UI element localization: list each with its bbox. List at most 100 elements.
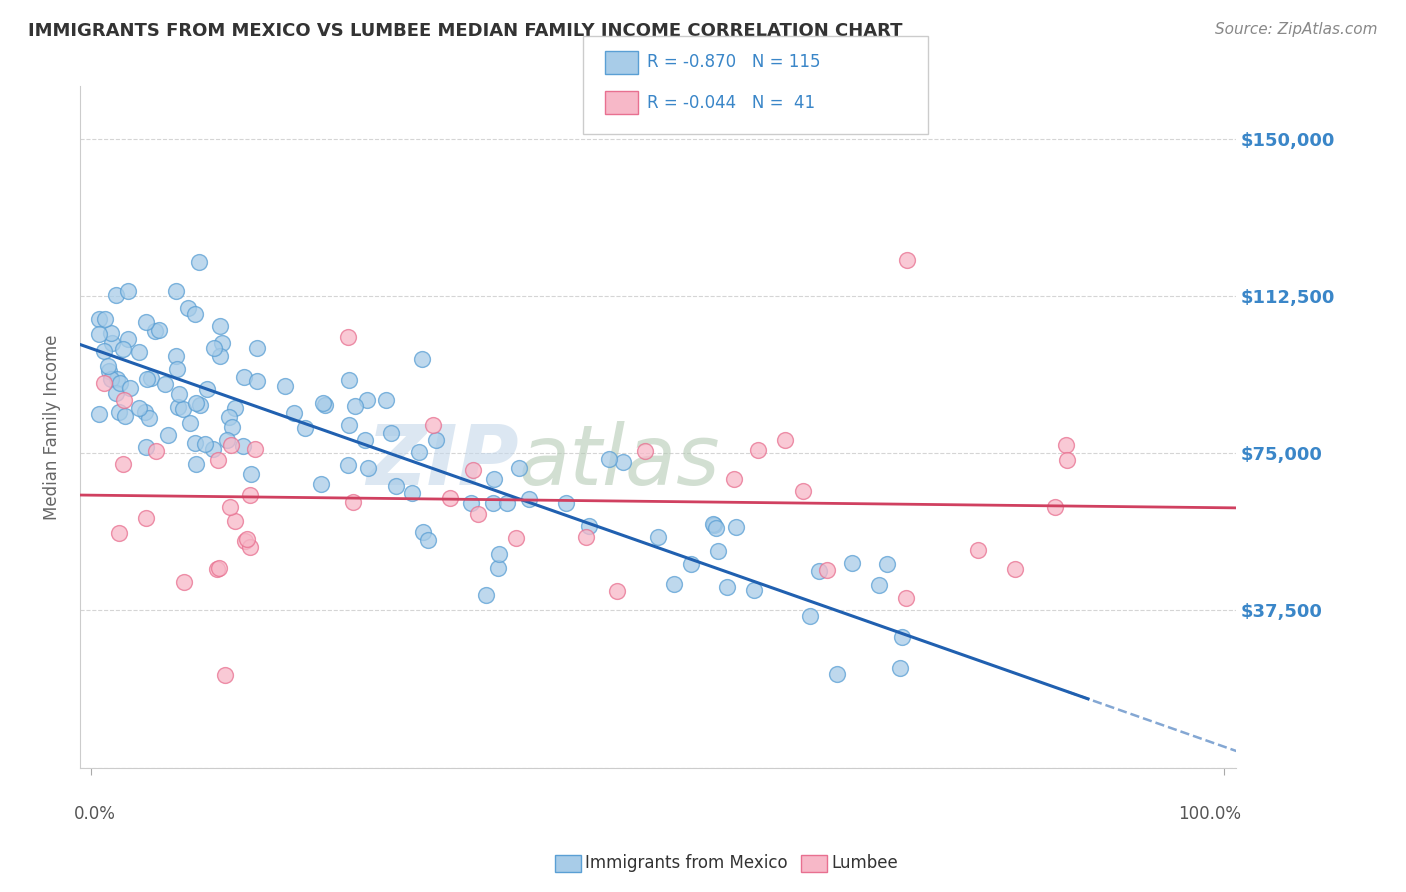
Point bbox=[702, 516, 724, 531]
Point bbox=[134, 405, 156, 419]
Point bbox=[104, 287, 127, 301]
Point bbox=[153, 377, 176, 392]
Point bbox=[239, 467, 262, 481]
Point bbox=[312, 396, 335, 410]
Point bbox=[679, 557, 702, 571]
Point bbox=[314, 398, 336, 412]
Point bbox=[1043, 500, 1066, 514]
Point bbox=[117, 284, 139, 298]
Point bbox=[211, 335, 233, 350]
Point bbox=[380, 425, 402, 440]
Point bbox=[239, 540, 262, 554]
Point bbox=[167, 401, 190, 415]
Point bbox=[138, 410, 160, 425]
Point bbox=[792, 483, 814, 498]
Point bbox=[354, 433, 377, 447]
Text: Source: ZipAtlas.com: Source: ZipAtlas.com bbox=[1215, 22, 1378, 37]
Point bbox=[742, 582, 765, 597]
Point bbox=[896, 591, 918, 606]
Point bbox=[135, 315, 157, 329]
Point bbox=[179, 416, 201, 430]
Point bbox=[401, 485, 423, 500]
Point bbox=[707, 544, 730, 558]
Text: R = -0.044   N =  41: R = -0.044 N = 41 bbox=[647, 94, 815, 112]
Point bbox=[214, 668, 236, 682]
Point bbox=[508, 461, 530, 475]
Point bbox=[773, 433, 796, 447]
Point bbox=[224, 401, 246, 415]
Point bbox=[488, 547, 510, 561]
Point bbox=[815, 563, 838, 577]
Point bbox=[344, 400, 367, 414]
Point bbox=[486, 561, 509, 575]
Point bbox=[166, 361, 188, 376]
Text: 0.0%: 0.0% bbox=[75, 805, 115, 823]
Point bbox=[184, 307, 207, 321]
Point bbox=[118, 381, 141, 395]
Point bbox=[475, 588, 498, 602]
Point bbox=[233, 533, 256, 548]
Point bbox=[215, 433, 238, 447]
Point bbox=[93, 376, 115, 390]
Point bbox=[891, 631, 914, 645]
Point bbox=[165, 349, 187, 363]
Text: 100.0%: 100.0% bbox=[1178, 805, 1241, 823]
Point bbox=[117, 332, 139, 346]
Point bbox=[309, 477, 332, 491]
Point bbox=[246, 341, 269, 355]
Point bbox=[825, 666, 848, 681]
Point bbox=[1056, 452, 1078, 467]
Point bbox=[87, 326, 110, 341]
Point bbox=[337, 417, 360, 432]
Point bbox=[598, 451, 620, 466]
Point bbox=[336, 458, 359, 473]
Point bbox=[274, 378, 297, 392]
Point bbox=[374, 392, 396, 407]
Point bbox=[188, 398, 211, 412]
Point bbox=[233, 369, 256, 384]
Point bbox=[97, 359, 120, 374]
Point bbox=[141, 370, 163, 384]
Point bbox=[357, 461, 380, 475]
Point bbox=[460, 496, 482, 510]
Point bbox=[167, 387, 190, 401]
Point bbox=[136, 372, 159, 386]
Point bbox=[606, 584, 628, 599]
Point bbox=[219, 500, 242, 514]
Text: IMMIGRANTS FROM MEXICO VS LUMBEE MEDIAN FAMILY INCOME CORRELATION CHART: IMMIGRANTS FROM MEXICO VS LUMBEE MEDIAN … bbox=[28, 22, 903, 40]
Point bbox=[841, 556, 863, 570]
Point bbox=[208, 560, 231, 574]
Point bbox=[135, 440, 157, 454]
Point bbox=[108, 526, 131, 541]
Point bbox=[112, 392, 135, 407]
Point bbox=[208, 349, 231, 363]
Point bbox=[724, 520, 747, 534]
Point bbox=[219, 438, 242, 452]
Point bbox=[218, 410, 240, 425]
Point bbox=[574, 530, 596, 544]
Point bbox=[221, 420, 243, 434]
Point bbox=[111, 342, 134, 356]
Point bbox=[145, 443, 167, 458]
Point bbox=[128, 401, 150, 415]
Point bbox=[416, 533, 439, 548]
Text: atlas: atlas bbox=[519, 421, 721, 501]
Point bbox=[100, 326, 122, 341]
Point bbox=[555, 496, 578, 510]
Point bbox=[209, 319, 232, 334]
Point bbox=[128, 344, 150, 359]
Point bbox=[195, 382, 218, 396]
Point bbox=[337, 373, 360, 387]
Point bbox=[496, 496, 519, 510]
Point bbox=[578, 519, 600, 533]
Point bbox=[612, 454, 634, 468]
Point bbox=[422, 417, 444, 432]
Point bbox=[799, 608, 821, 623]
Point bbox=[467, 507, 489, 521]
Point bbox=[647, 531, 669, 545]
Point bbox=[342, 495, 364, 509]
Point bbox=[967, 543, 990, 558]
Point bbox=[723, 472, 745, 486]
Point bbox=[808, 564, 831, 578]
Point bbox=[101, 336, 124, 351]
